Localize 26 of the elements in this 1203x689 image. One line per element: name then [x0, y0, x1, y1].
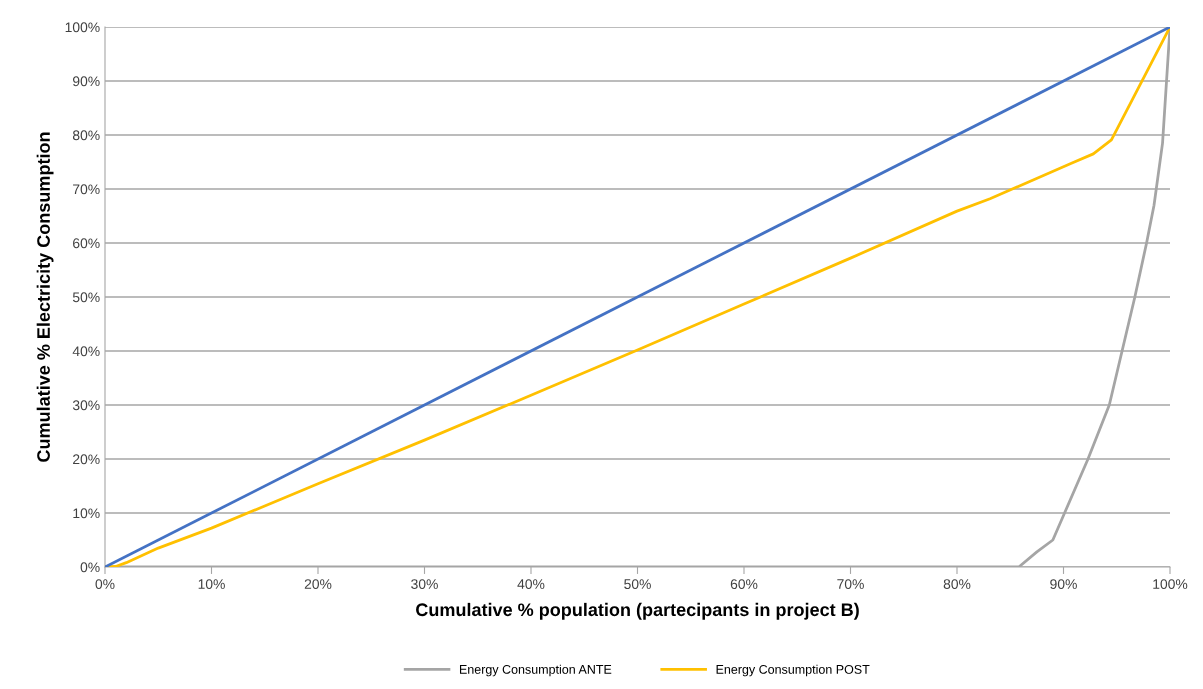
x-tick-label: 30%	[411, 579, 438, 590]
y-tick-label: 80%	[72, 130, 100, 141]
y-tick-label: 90%	[72, 76, 100, 87]
y-tick-label: 60%	[73, 238, 100, 249]
x-tick-label: 20%	[304, 579, 332, 590]
y-tick-label: 0%	[80, 562, 100, 573]
y-tick-label: 20%	[73, 454, 100, 465]
x-tick-label: 0%	[95, 579, 115, 590]
x-tick-label: 60%	[730, 579, 758, 590]
legend-label: Energy Consumption POST	[716, 664, 870, 677]
y-tick-label: 100%	[65, 22, 100, 33]
x-tick-label: 100%	[1153, 579, 1188, 590]
x-tick-label: 80%	[943, 579, 971, 590]
y-tick-label: 10%	[73, 508, 100, 519]
y-tick-label: 40%	[72, 346, 100, 357]
legend-label: Energy Consumption ANTE	[459, 664, 612, 677]
x-tick-label: 50%	[624, 579, 651, 590]
y-tick-label: 50%	[72, 292, 100, 303]
x-tick-label: 90%	[1050, 579, 1077, 590]
x-axis-title: Cumulative % population (partecipants in project B)	[416, 602, 859, 620]
x-tick-label: 70%	[837, 579, 864, 590]
x-tick-label: 40%	[517, 579, 545, 590]
y-tick-label: 30%	[72, 400, 100, 411]
y-axis-title: Cumulative % Electricity Consumption	[36, 132, 54, 462]
x-tick-label: 10%	[198, 579, 225, 590]
y-tick-label: 70%	[73, 184, 100, 195]
